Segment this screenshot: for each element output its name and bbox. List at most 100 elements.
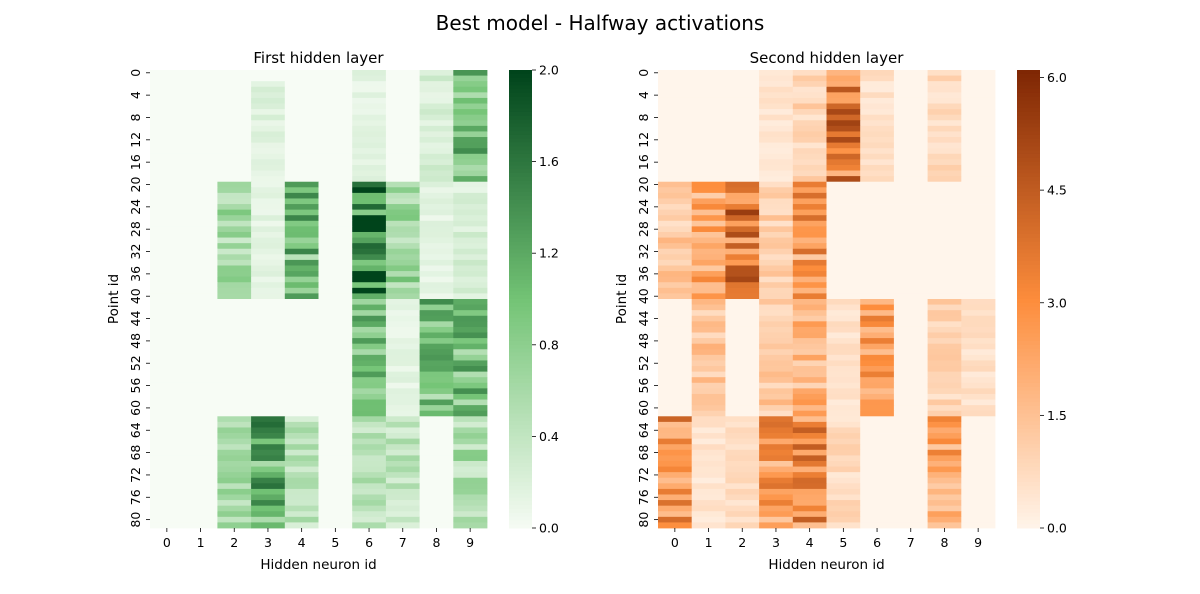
heatmap-cell <box>150 405 185 412</box>
heatmap-cell <box>658 393 693 400</box>
heatmap-cell <box>691 343 726 350</box>
heatmap-cell <box>453 215 488 222</box>
heatmap-cell <box>658 164 693 171</box>
heatmap-cell <box>658 70 693 76</box>
colorbar-segment <box>509 455 532 460</box>
colorbar-segment <box>509 199 532 205</box>
heatmap-cell <box>217 433 252 440</box>
colorbar-segment <box>509 333 532 338</box>
heatmap-cell <box>893 92 928 99</box>
heatmap-cell <box>352 148 387 155</box>
heatmap-cell <box>284 371 319 378</box>
heatmap-cell <box>284 170 319 177</box>
heatmap-cell <box>352 103 387 110</box>
heatmap-cell <box>691 114 726 121</box>
heatmap-cell <box>792 405 827 412</box>
heatmap-cell <box>251 293 286 300</box>
heatmap-cell <box>385 248 420 255</box>
colorbar-segment <box>1017 249 1040 254</box>
heatmap-cell <box>893 332 928 339</box>
heatmap-cell <box>217 382 252 389</box>
heatmap-cell <box>826 449 861 456</box>
heatmap-cell <box>792 505 827 512</box>
heatmap-cell <box>759 310 794 317</box>
heatmap-cell <box>893 192 928 199</box>
heatmap-cell <box>183 416 218 423</box>
heatmap-cell <box>792 114 827 121</box>
colorbar-segment <box>509 268 532 273</box>
heatmap-cell <box>658 360 693 367</box>
heatmap-cell <box>725 449 760 456</box>
heatmap-cell <box>352 366 387 373</box>
heatmap-cell <box>183 92 218 99</box>
heatmap-cell <box>759 399 794 406</box>
heatmap-cell <box>826 192 861 199</box>
colorbar-segment <box>509 211 532 216</box>
heatmap-cell <box>251 176 286 183</box>
heatmap-cell <box>759 170 794 177</box>
heatmap-cell <box>893 131 928 138</box>
heatmap-cell <box>150 131 185 138</box>
heatmap-cell <box>150 204 185 211</box>
heatmap-cell <box>725 421 760 428</box>
heatmap-cell <box>352 455 387 462</box>
heatmap-cell <box>961 248 996 255</box>
heatmap-cell <box>860 282 895 289</box>
heatmap-cell <box>183 131 218 138</box>
y-tick-label: 56 <box>636 378 651 394</box>
colorbar-segment <box>1017 260 1040 266</box>
heatmap-cell <box>691 466 726 473</box>
colorbar-segment <box>1017 287 1040 292</box>
heatmap-cell <box>826 427 861 434</box>
heatmap-cell <box>893 483 928 490</box>
heatmap-cell <box>893 410 928 417</box>
heatmap-cell <box>927 287 962 294</box>
heatmap-cell <box>419 494 454 501</box>
heatmap-cell <box>352 125 387 132</box>
heatmap-cell <box>284 343 319 350</box>
y-tick-label: 52 <box>636 355 651 371</box>
heatmap-cell <box>217 181 252 188</box>
heatmap-cell <box>419 416 454 423</box>
heatmap-cell <box>419 114 454 121</box>
heatmap-cell <box>725 81 760 88</box>
heatmap-cell <box>419 259 454 266</box>
heatmap-cell <box>826 198 861 205</box>
heatmap-cell <box>691 460 726 467</box>
y-tick-label: 4 <box>636 91 651 99</box>
heatmap-cell <box>860 410 895 417</box>
heatmap-cell <box>860 243 895 250</box>
heatmap-cell <box>251 321 286 328</box>
heatmap-cell <box>658 282 693 289</box>
colorbar-segment <box>509 276 532 281</box>
heatmap-cell <box>352 243 387 250</box>
heatmap-cell <box>284 449 319 456</box>
colorbar-segment <box>509 424 532 430</box>
heatmap-cell <box>352 137 387 144</box>
colorbar-segment <box>1017 352 1040 357</box>
heatmap-cell <box>385 338 420 345</box>
heatmap-cell <box>893 477 928 484</box>
colorbar-segment <box>509 131 532 136</box>
heatmap-cell <box>183 477 218 484</box>
heatmap-cell <box>860 299 895 305</box>
heatmap-cell <box>792 483 827 490</box>
heatmap-cell <box>658 209 693 216</box>
y-tick-label: 68 <box>128 445 143 461</box>
colorbar-segment <box>509 157 532 163</box>
heatmap-cell <box>183 75 218 82</box>
heatmap-cell <box>860 483 895 490</box>
heatmap-cell <box>284 97 319 104</box>
heatmap-cell <box>691 254 726 261</box>
heatmap-cell <box>318 271 353 278</box>
heatmap-cell <box>927 248 962 255</box>
heatmap-cell <box>150 488 185 495</box>
heatmap-cell <box>725 427 760 434</box>
heatmap-cell <box>385 192 420 199</box>
heatmap-cell <box>251 371 286 378</box>
heatmap-cell <box>893 231 928 238</box>
heatmap-cell <box>725 299 760 305</box>
heatmap-cell <box>318 226 353 233</box>
heatmap-cell <box>318 326 353 333</box>
heatmap-cell <box>658 198 693 205</box>
